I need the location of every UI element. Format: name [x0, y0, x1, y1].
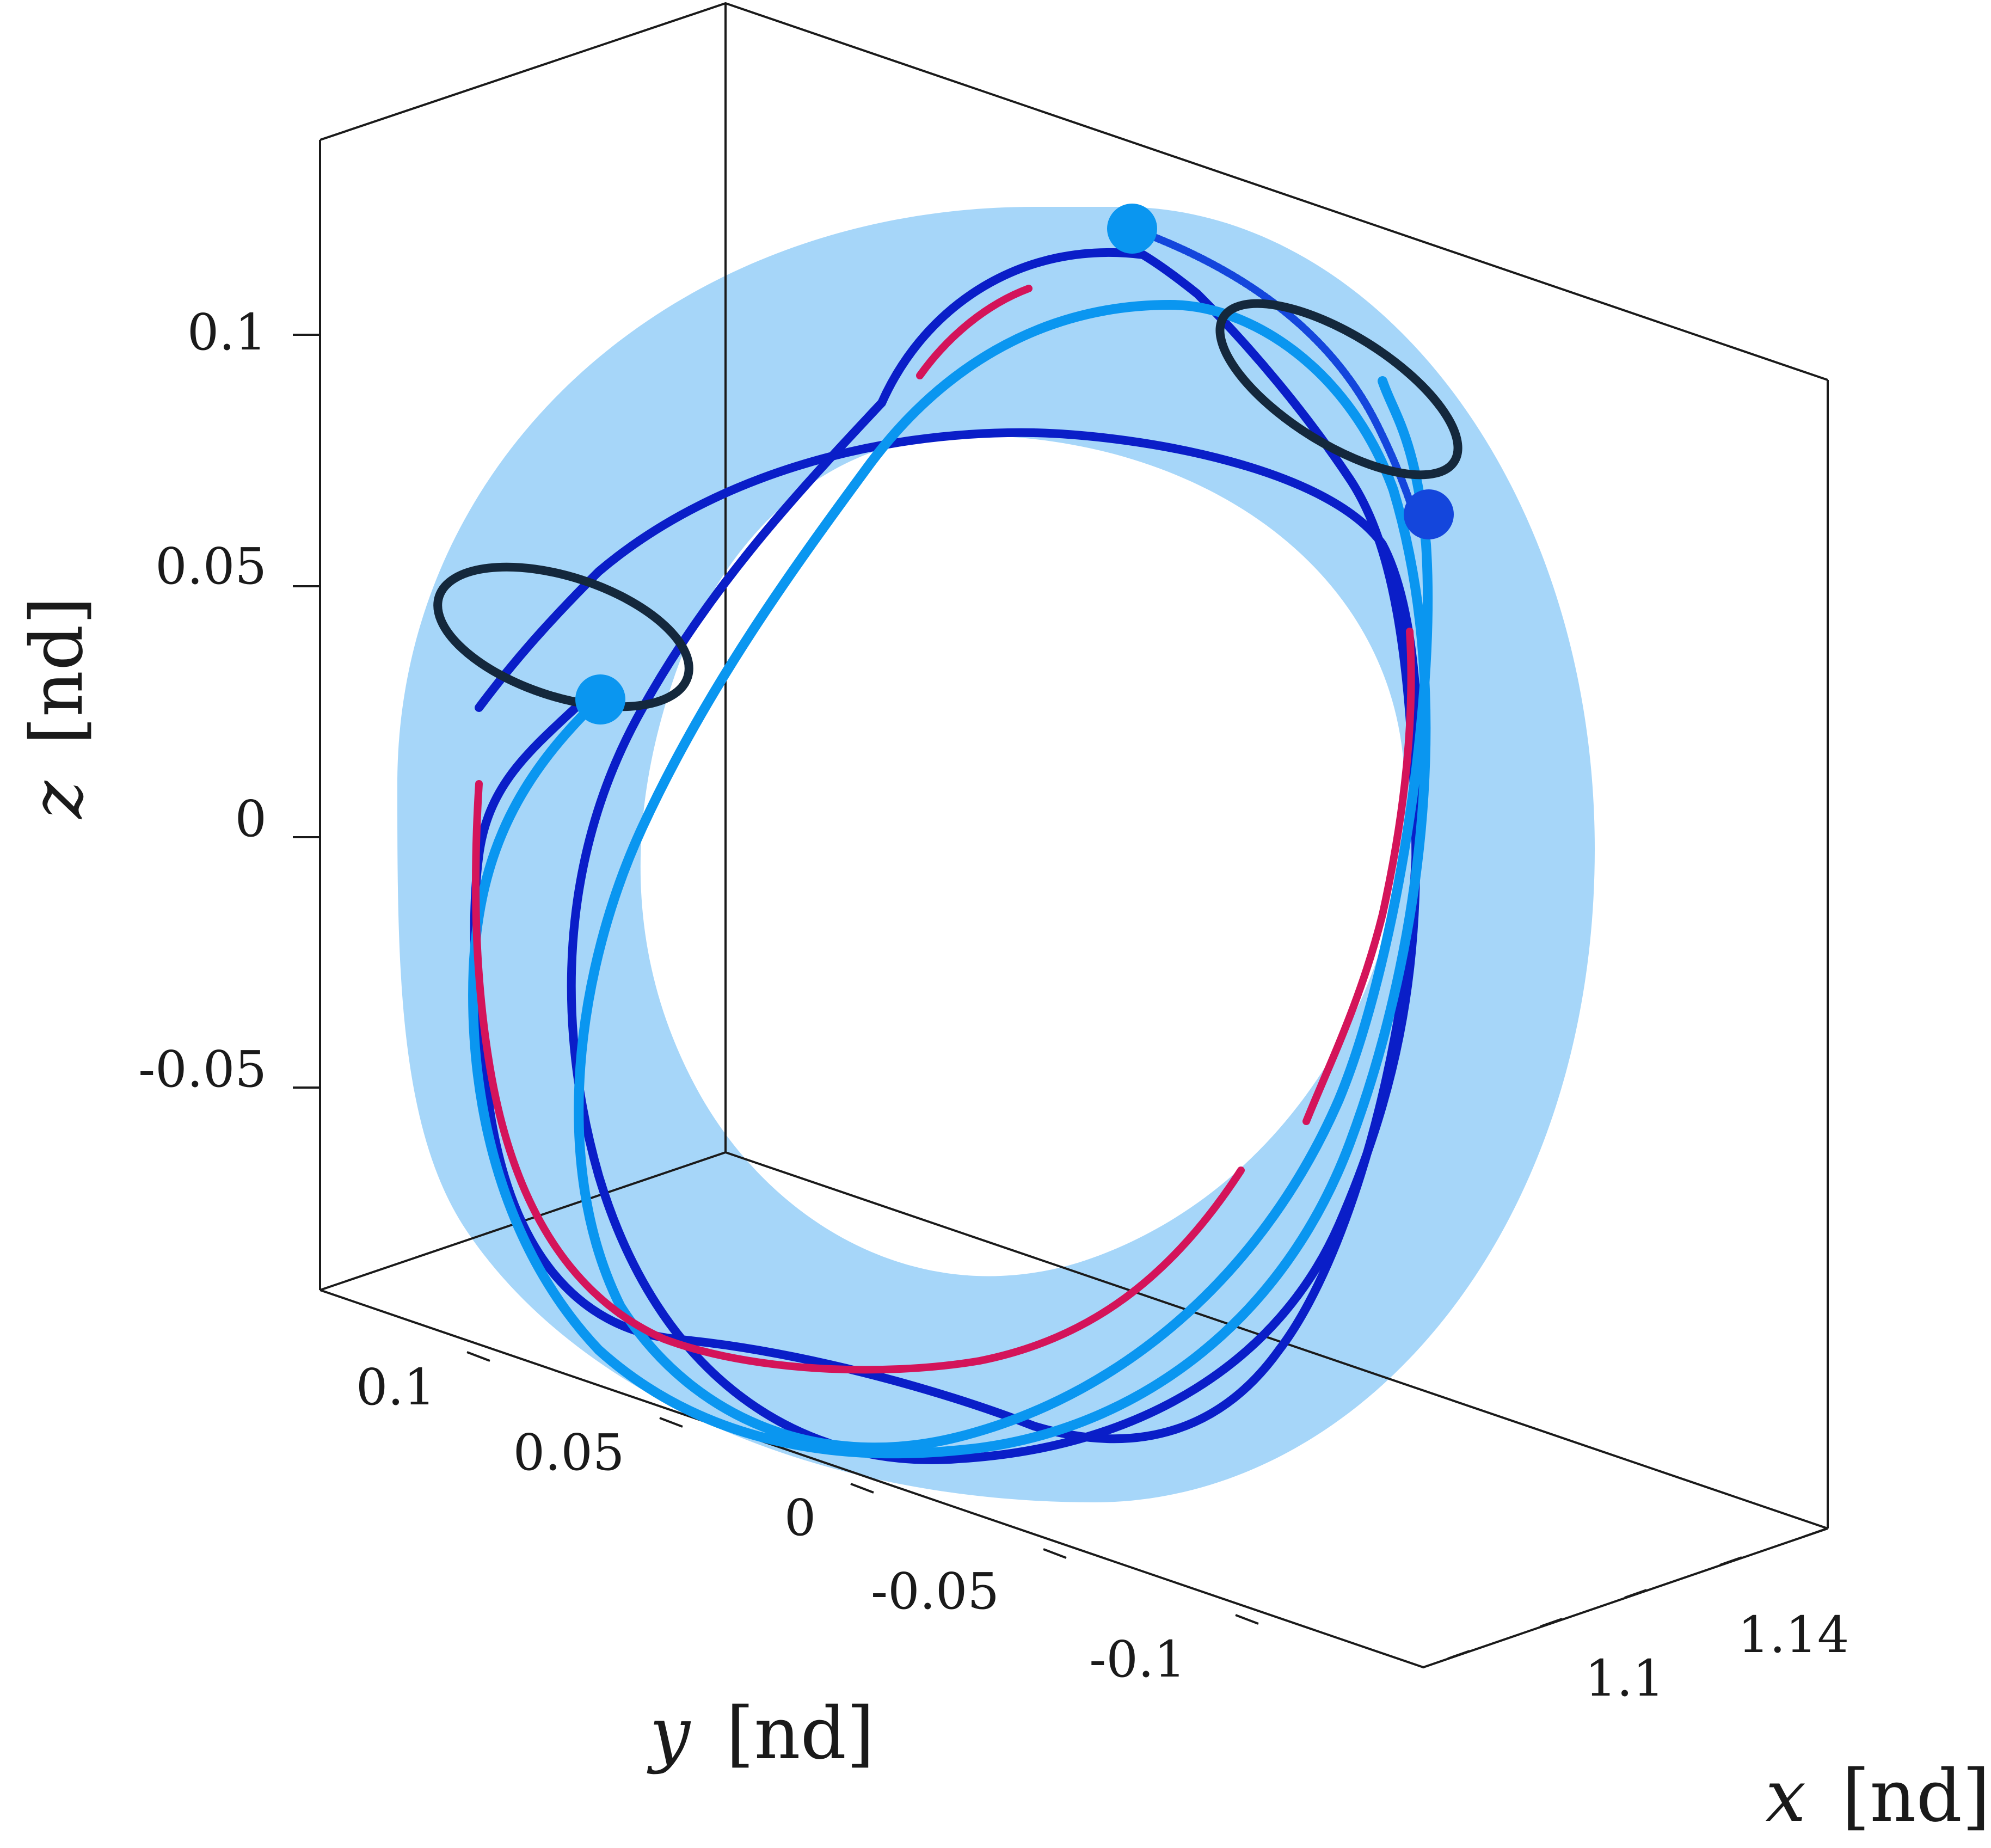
- y-tick-mark: [1043, 1548, 1067, 1559]
- z-axis-label: z [nd]: [15, 597, 99, 820]
- y-tick-label: 0.05: [513, 1423, 625, 1482]
- x-tick-mark: [1624, 1589, 1647, 1599]
- x-axis-label: x [nd]: [1766, 1754, 1990, 1838]
- z-tick-label: 0: [235, 790, 267, 848]
- y-axis-label: y [nd]: [647, 1692, 874, 1776]
- x-tick-mark: [1803, 1528, 1826, 1538]
- z-axis: 0.1 0.05 0 -0.05 z [nd]: [15, 303, 320, 1098]
- x-tick-mark: [1540, 1618, 1563, 1628]
- y-tick-label: -0.05: [871, 1562, 999, 1620]
- y-tick-label: 0.1: [356, 1358, 435, 1416]
- series-red-segment-top: [916, 285, 1033, 379]
- x-axis: 1.1 1.14 x [nd]: [1447, 1528, 1990, 1838]
- y-tick-mark: [659, 1417, 683, 1428]
- box-front-bottom-edge: [319, 1289, 1828, 1669]
- series-dark-blue-dashed: [1128, 225, 1419, 521]
- x-tick-mark: [1719, 1556, 1742, 1566]
- series-dark-blue: [567, 248, 1421, 1464]
- periodic-orbits: [433, 299, 1462, 711]
- end-marker-right: [1404, 489, 1454, 539]
- orbit-right: [1215, 299, 1462, 480]
- x-tick-label: 1.1: [1585, 1649, 1664, 1708]
- series-light-blue: [468, 299, 1433, 1459]
- z-tick-label: 0.05: [155, 537, 267, 595]
- y-tick-mark: [466, 1351, 490, 1362]
- y-axis: 0.1 0.05 0 -0.05 -0.1 y [nd]: [356, 1351, 1259, 1776]
- x-tick-mark: [1447, 1650, 1470, 1660]
- markers: [575, 204, 1454, 725]
- orbit-left: [433, 562, 693, 711]
- y-tick-label: -0.1: [1089, 1630, 1185, 1689]
- series-dark-blue-outer: [470, 428, 1423, 1444]
- series-red-segment-right: [1302, 628, 1415, 1125]
- start-marker-top: [1107, 204, 1157, 254]
- box-back-bottom-edge: [319, 1151, 1828, 1530]
- y-tick-mark: [850, 1483, 874, 1494]
- series-red-segment-left: [472, 780, 1245, 1374]
- trajectories: [468, 225, 1433, 1464]
- z-tick-label: -0.05: [138, 1040, 267, 1098]
- x-tick-label: 1.14: [1738, 1606, 1849, 1664]
- y-tick-mark: [1235, 1614, 1259, 1625]
- axes-box: [319, 2, 1829, 1669]
- z-tick-label: 0.1: [187, 303, 267, 361]
- y-tick-label: 0: [784, 1489, 816, 1547]
- start-marker-left: [575, 674, 625, 725]
